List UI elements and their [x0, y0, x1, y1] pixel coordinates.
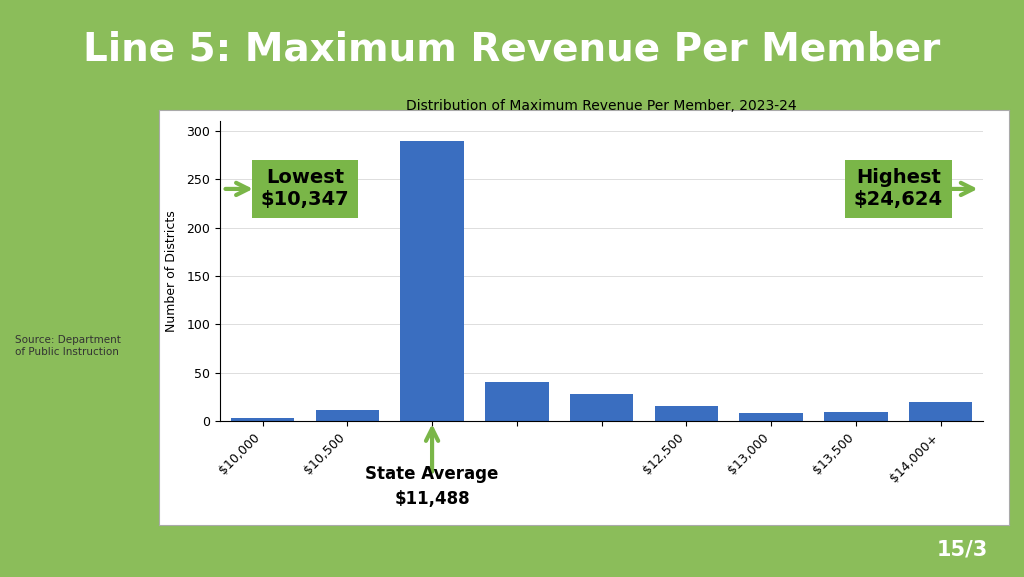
Bar	[485, 383, 549, 421]
Y-axis label: Number of Districts: Number of Districts	[165, 210, 178, 332]
Bar	[654, 406, 718, 421]
Bar	[315, 410, 379, 421]
Bar	[400, 141, 464, 421]
Text: Lowest
$10,347: Lowest $10,347	[261, 168, 349, 209]
Bar	[739, 414, 803, 421]
FancyArrowPatch shape	[225, 183, 249, 195]
Text: 15/3: 15/3	[937, 539, 988, 560]
Title: Distribution of Maximum Revenue Per Member, 2023-24: Distribution of Maximum Revenue Per Memb…	[407, 99, 797, 113]
Text: Highest
$24,624: Highest $24,624	[854, 168, 943, 209]
Bar	[569, 394, 634, 421]
Bar	[230, 418, 294, 421]
Text: Source: Department
of Public Instruction: Source: Department of Public Instruction	[15, 335, 121, 357]
Bar	[909, 402, 973, 421]
Text: State Average
$11,488: State Average $11,488	[366, 464, 499, 508]
FancyArrowPatch shape	[950, 183, 973, 195]
Text: Line 5: Maximum Revenue Per Member: Line 5: Maximum Revenue Per Member	[83, 30, 941, 68]
Bar	[824, 411, 888, 421]
